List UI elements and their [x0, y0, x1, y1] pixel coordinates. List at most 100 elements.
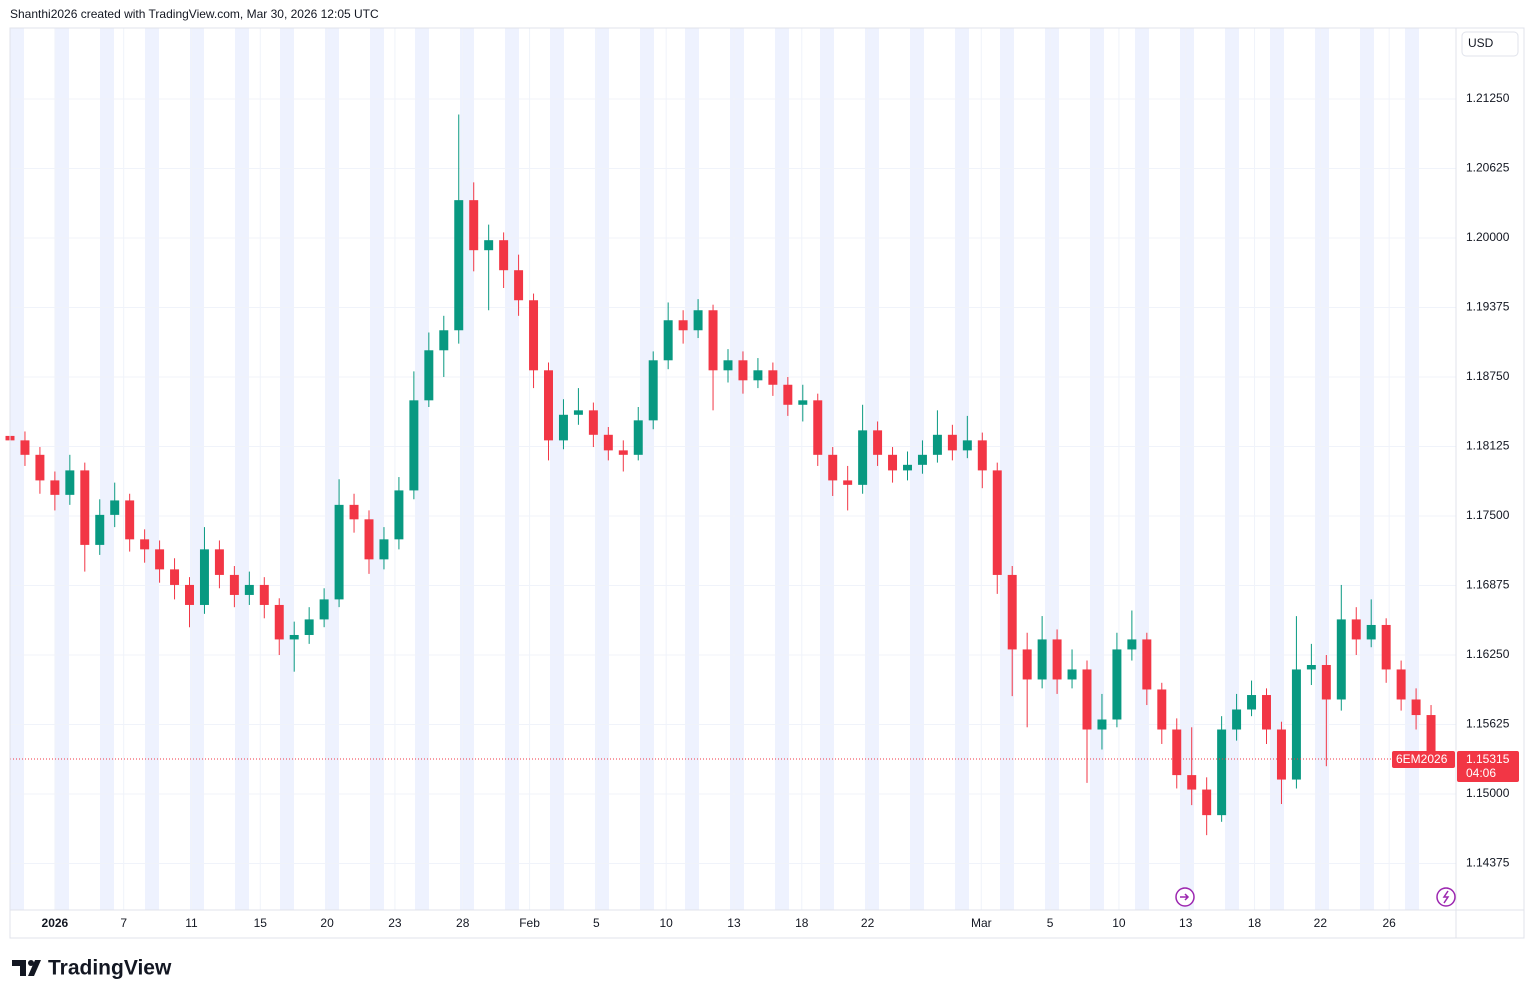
candle-body [1291, 669, 1301, 780]
x-tick-label: 2026 [42, 916, 69, 930]
session-band [1315, 28, 1329, 910]
candle-body [1082, 669, 1092, 730]
candle-body [1112, 649, 1122, 720]
x-tick-label: 18 [795, 916, 809, 930]
y-tick-label: 1.20000 [1466, 230, 1510, 244]
candle-body [992, 470, 1002, 575]
candle-body [170, 569, 180, 585]
candle-body [334, 504, 344, 600]
currency-label: USD [1468, 36, 1494, 50]
candle-body [1321, 665, 1331, 700]
y-tick-label: 1.18125 [1466, 439, 1510, 453]
candle-body [379, 539, 389, 560]
session-band [1000, 28, 1014, 910]
y-tick-label: 1.20625 [1466, 161, 1510, 175]
candle-body [708, 310, 718, 371]
candle-body [558, 414, 568, 441]
candle-body [544, 370, 553, 441]
x-tick-label: 15 [254, 916, 268, 930]
candle-body [663, 320, 673, 361]
session-band [775, 28, 789, 910]
last-price-box [1457, 750, 1519, 782]
y-tick-label: 1.18750 [1466, 369, 1510, 383]
header-title: Shanthi2026 created with TradingView.com… [10, 7, 379, 21]
session-band [280, 28, 294, 910]
session-band [1405, 28, 1419, 910]
candle-body [858, 430, 868, 485]
chart-frame [9, 27, 1525, 939]
candle-body [783, 384, 793, 405]
candle-body [873, 430, 883, 455]
event-icon-glyph [1180, 893, 1190, 901]
y-tick-label: 1.14375 [1466, 856, 1510, 870]
candle-body [1187, 775, 1197, 790]
session-band [820, 28, 834, 910]
x-tick-label: 26 [1382, 916, 1396, 930]
session-band [100, 28, 114, 910]
x-tick-label: 13 [727, 916, 741, 930]
candle-body [50, 480, 60, 495]
session-band [1090, 28, 1104, 910]
session-band [640, 28, 654, 910]
session-band [1225, 28, 1239, 910]
candle-body [843, 480, 853, 485]
candle-body [1351, 619, 1361, 640]
session-band [1180, 28, 1194, 910]
candle-body [947, 434, 957, 451]
x-tick-label: 11 [185, 916, 198, 930]
candle-body [35, 454, 45, 481]
candle-body [1366, 624, 1376, 640]
candle-body [723, 360, 733, 371]
symbol-label: 6EM2026 [1396, 752, 1448, 766]
candle-body [932, 434, 942, 455]
grid [10, 28, 1456, 910]
candle-body [289, 634, 299, 640]
candle-body [588, 410, 598, 435]
session-band [1270, 28, 1284, 910]
candle-body [259, 584, 269, 605]
candle-body [125, 500, 135, 540]
candle-body [1217, 729, 1227, 816]
x-tick-label: 5 [593, 916, 600, 930]
x-tick-label: 10 [1112, 916, 1126, 930]
x-tick-label: Feb [519, 916, 540, 930]
candle-body [229, 574, 239, 595]
candle-body [977, 440, 987, 471]
session-band [730, 28, 744, 910]
candle-body [962, 440, 972, 451]
candle-body [454, 200, 464, 331]
candle-body [1037, 639, 1047, 680]
session-band [415, 28, 429, 910]
candle-body [1306, 665, 1316, 670]
candle-body [828, 454, 838, 481]
candle-body [1067, 669, 1077, 680]
session-band [1360, 28, 1374, 910]
candle-body [1247, 695, 1257, 710]
candle-body [439, 330, 449, 351]
candle-body [903, 464, 912, 471]
candle-body [214, 549, 224, 575]
currency-box[interactable] [1461, 31, 1519, 57]
candle-body [1262, 695, 1271, 730]
session-band [370, 28, 384, 910]
session-band [505, 28, 519, 910]
event-icon-glyph [1442, 890, 1450, 904]
candle-body [499, 240, 509, 271]
y-tick-label: 1.16875 [1466, 578, 1510, 592]
x-tick-label: Mar [971, 916, 992, 930]
x-tick-label: 22 [861, 916, 875, 930]
candle-body [484, 240, 494, 251]
y-tick-label: 1.21250 [1466, 91, 1510, 105]
x-tick-label: 10 [659, 916, 673, 930]
candle-body [633, 420, 643, 455]
candle-body [1396, 669, 1406, 700]
candle-body [155, 549, 165, 570]
session-band [145, 28, 159, 910]
brand-text: TradingView [48, 957, 172, 980]
session-band [325, 28, 339, 910]
x-tick-label: 7 [120, 916, 127, 930]
session-band [190, 28, 204, 910]
candle-body [274, 604, 284, 640]
session-band [460, 28, 474, 910]
